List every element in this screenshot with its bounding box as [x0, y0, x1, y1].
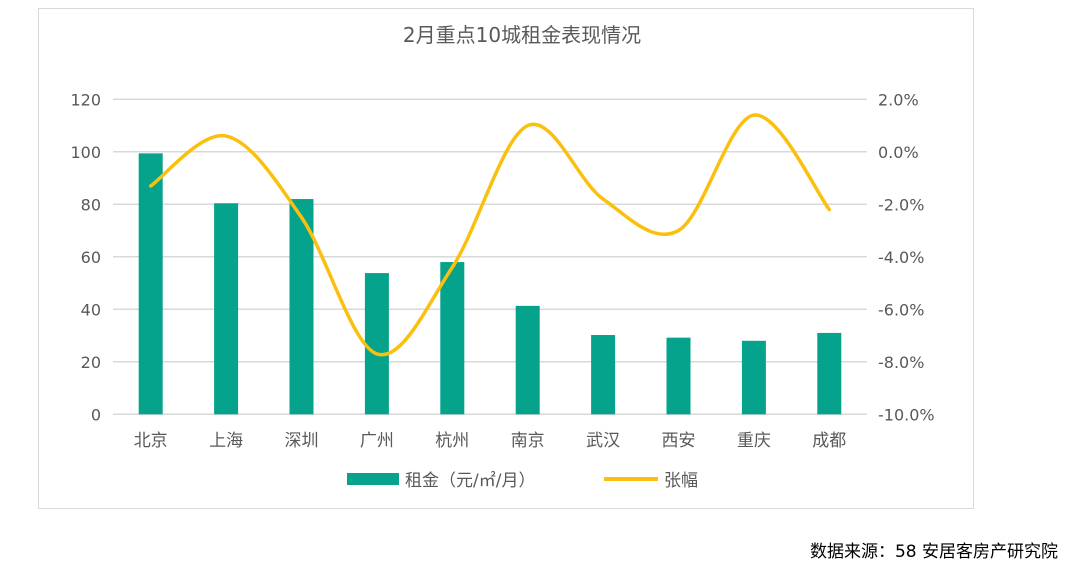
category-label: 上海: [209, 431, 243, 451]
bar-武汉: [591, 335, 616, 415]
left-tick-label: 80: [81, 195, 101, 214]
left-tick-label: 0: [91, 405, 101, 424]
category-label: 西安: [662, 431, 696, 451]
bar-北京: [138, 153, 163, 415]
category-label: 深圳: [285, 431, 319, 451]
category-label: 杭州: [435, 431, 469, 451]
left-tick-label: 20: [81, 353, 101, 372]
bar-上海: [214, 203, 239, 415]
bar-南京: [515, 305, 540, 415]
bar-重庆: [741, 340, 766, 415]
category-label: 广州: [360, 431, 394, 451]
category-label: 南京: [511, 431, 545, 451]
right-tick-label: -4.0%: [878, 248, 924, 267]
legend-bar-swatch: [347, 473, 399, 485]
category-label: 成都: [812, 431, 846, 451]
bar-西安: [666, 337, 691, 415]
chart-title: 2月重点10城租金表现情况: [403, 23, 641, 47]
bar-深圳: [289, 199, 314, 415]
category-label: 北京: [134, 431, 168, 451]
source-note: 数据来源：58 安居客房产研究院: [809, 542, 1058, 562]
category-label: 重庆: [737, 431, 771, 451]
right-tick-label: 0.0%: [878, 143, 919, 162]
left-tick-label: 120: [70, 90, 101, 109]
right-tick-label: 2.0%: [878, 90, 919, 109]
bar-杭州: [440, 262, 465, 415]
legend-bar-label: 租金（元/㎡/月）: [405, 471, 535, 491]
right-tick-label: -10.0%: [878, 405, 935, 424]
right-tick-label: -8.0%: [878, 353, 924, 372]
chart-frame: [38, 8, 974, 509]
left-tick-label: 60: [81, 248, 101, 267]
left-tick-label: 100: [70, 143, 101, 162]
left-tick-label: 40: [81, 300, 101, 319]
category-label: 武汉: [586, 431, 620, 451]
bar-成都: [817, 332, 842, 415]
line-series-zhangfu: [148, 113, 832, 357]
right-tick-label: -2.0%: [878, 195, 924, 214]
bar-广州: [364, 273, 389, 415]
legend-line-label: 张幅: [664, 471, 698, 491]
right-tick-label: -6.0%: [878, 300, 924, 319]
